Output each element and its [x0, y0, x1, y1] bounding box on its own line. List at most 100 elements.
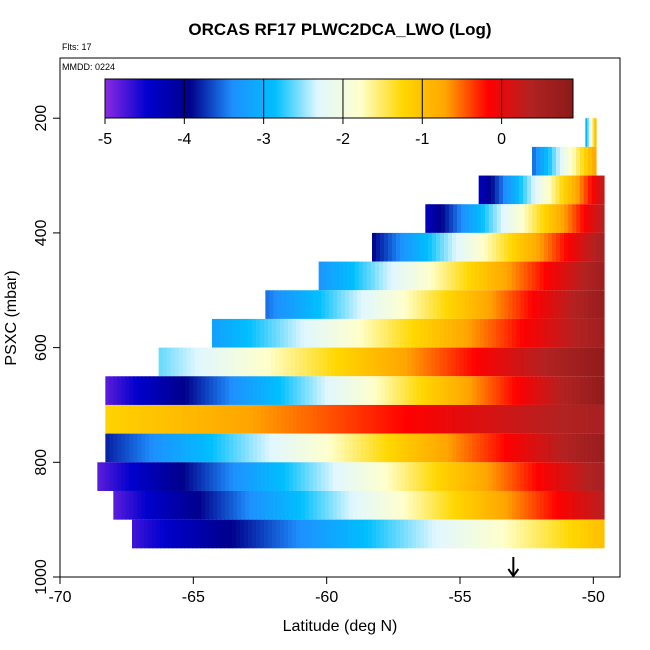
- band-cell: [428, 376, 434, 405]
- band-cell: [536, 519, 541, 549]
- band-cell: [492, 318, 497, 348]
- band-cell: [350, 261, 356, 291]
- band-cell: [308, 376, 314, 405]
- band-cell: [424, 318, 429, 348]
- band-cell: [400, 490, 406, 520]
- band-cell: [440, 462, 446, 491]
- band-cell: [149, 462, 154, 491]
- band-cell: [584, 290, 589, 319]
- band-cell: [288, 519, 293, 549]
- band-cell: [233, 490, 238, 520]
- band-cell: [563, 175, 569, 205]
- band-cell: [496, 404, 501, 434]
- band-cell: [149, 376, 154, 405]
- band-cell: [158, 347, 164, 377]
- band-cell: [600, 318, 605, 348]
- band-cell: [380, 490, 386, 520]
- band-cell: [221, 376, 226, 405]
- band-cell: [452, 404, 457, 434]
- band-cell: [220, 318, 225, 348]
- x-tick-label: -65: [182, 589, 205, 606]
- band-cell: [567, 347, 573, 377]
- band-cell: [520, 404, 525, 434]
- band-cell: [488, 290, 494, 319]
- band-cell: [392, 519, 397, 549]
- band-cell: [516, 404, 521, 434]
- band-cell: [372, 404, 378, 434]
- band-cell: [256, 462, 262, 491]
- band-cell: [408, 519, 413, 549]
- band-cell: [252, 519, 257, 549]
- band-cell: [547, 347, 553, 377]
- band-cell: [332, 519, 337, 549]
- band-cell: [297, 290, 302, 319]
- band-cell: [328, 318, 333, 348]
- band-cell: [342, 261, 348, 291]
- band-cell: [117, 490, 122, 520]
- band-cell: [141, 433, 146, 463]
- y-tick-label: 200: [33, 105, 50, 132]
- band-cell: [539, 347, 545, 377]
- band-cell: [556, 433, 561, 463]
- band-cell: [244, 318, 249, 348]
- band-cell: [292, 490, 298, 520]
- band-cell: [500, 433, 505, 463]
- band-cell: [599, 175, 605, 205]
- band-cell: [284, 318, 289, 348]
- band-cell: [376, 490, 382, 520]
- band-cell: [504, 404, 509, 434]
- band-cell: [528, 232, 533, 262]
- band-cell: [496, 290, 502, 319]
- y-tick-label: 1000: [33, 559, 50, 595]
- band-cell: [137, 462, 142, 491]
- band-cell: [472, 290, 478, 319]
- band-cell: [500, 232, 505, 262]
- band-cell: [276, 376, 282, 405]
- band-cell: [252, 318, 257, 348]
- band-cell: [448, 519, 453, 549]
- band-cell: [391, 261, 396, 291]
- band-cell: [524, 232, 529, 262]
- band-cell: [552, 232, 557, 262]
- band-cell: [329, 290, 334, 319]
- band-cell: [532, 404, 537, 434]
- band-cell: [113, 433, 118, 463]
- band-cell: [456, 490, 461, 520]
- band-cell: [584, 318, 589, 348]
- band-cell: [113, 404, 118, 434]
- band-cell: [109, 433, 114, 463]
- band-cell: [382, 261, 388, 291]
- band-cell: [455, 261, 460, 291]
- band-cell: [591, 347, 597, 377]
- band-cell: [572, 232, 577, 262]
- band-cell: [564, 232, 569, 262]
- band-cell: [272, 376, 278, 405]
- band-cell: [380, 232, 385, 262]
- band-cell: [364, 376, 370, 405]
- band-cell: [499, 347, 505, 377]
- band-cell: [476, 433, 481, 463]
- band-cell: [256, 519, 261, 549]
- band-cell: [145, 462, 150, 491]
- band-cell: [467, 261, 472, 291]
- band-cell: [443, 261, 448, 291]
- band-cell: [360, 462, 366, 491]
- band-cell: [600, 462, 605, 491]
- band-cell: [161, 462, 166, 491]
- band-cell: [444, 232, 449, 262]
- band-cell: [408, 290, 414, 319]
- band-cell: [431, 261, 436, 291]
- band-cell: [105, 433, 110, 463]
- band-cell: [217, 490, 222, 520]
- band-cell: [320, 490, 326, 520]
- band-cell: [280, 490, 286, 520]
- band-cell: [552, 519, 557, 549]
- band-cell: [339, 347, 344, 377]
- date-note: MMDD: 0224: [62, 62, 115, 72]
- band-cell: [407, 261, 412, 291]
- band-cell: [503, 347, 509, 377]
- band-cell: [212, 519, 217, 549]
- band-cell: [189, 490, 194, 520]
- band-cell: [383, 347, 388, 377]
- band-cell: [141, 462, 146, 491]
